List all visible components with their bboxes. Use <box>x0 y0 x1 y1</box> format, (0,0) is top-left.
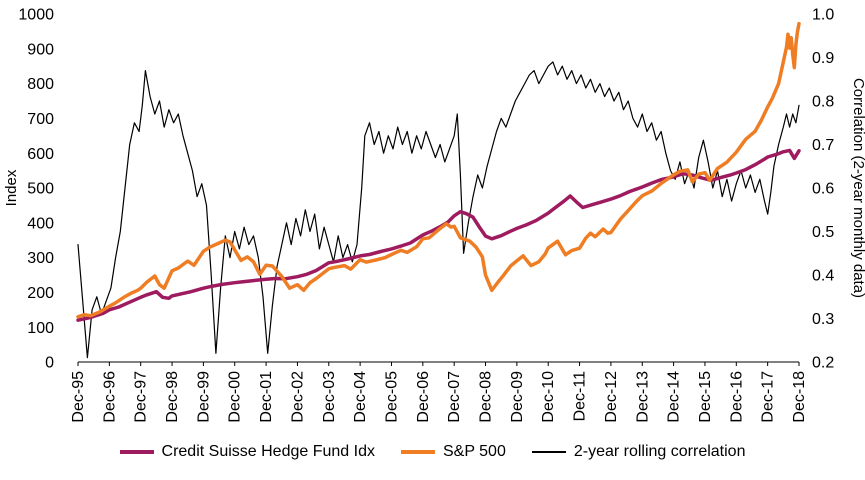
x-tick-label: Dec-96 <box>101 371 118 423</box>
y-left-tick-label: 500 <box>27 181 54 198</box>
x-tick-label: Dec-07 <box>446 371 463 423</box>
x-tick-label: Dec-18 <box>791 371 808 423</box>
x-tick-label: Dec-05 <box>383 371 400 423</box>
y-left-tick-label: 400 <box>27 215 54 232</box>
x-tick-label: Dec-97 <box>133 371 150 423</box>
y-left-tick-label: 0 <box>45 355 54 372</box>
plot-area: 0 100 200 300 400 500 600 700 800 900 1000 0.2 0.3 0.… <box>18 7 834 423</box>
x-tick-label: Dec-04 <box>352 371 369 423</box>
x-tick-label: Dec-02 <box>289 371 306 423</box>
x-tick-label: Dec-13 <box>634 371 651 423</box>
y-left-tick-label: 600 <box>27 146 54 163</box>
y-right-tick-label: 0.7 <box>812 137 834 154</box>
x-tick-label: Dec-16 <box>728 371 745 423</box>
legend-label-rolling-correlation: 2-year rolling correlation <box>573 443 746 460</box>
y-left-axis-title: Index <box>3 169 20 206</box>
y-left-tick-label: 700 <box>27 111 54 128</box>
x-tick-label: Dec-11 <box>572 371 589 421</box>
x-tick-label: Dec-01 <box>258 371 275 423</box>
x-tick-label: Dec-06 <box>415 371 432 423</box>
y-right-tick-label: 0.9 <box>812 50 834 67</box>
y-left-tick-label: 300 <box>27 250 54 267</box>
hedge-fund-line-swatch <box>119 450 154 454</box>
x-tick-label: Dec-08 <box>478 371 495 423</box>
y-right-tick-label: 0.2 <box>812 355 834 372</box>
y-left-tick-label: 1000 <box>18 7 54 24</box>
x-tick-label: Dec-15 <box>697 371 714 423</box>
series-line-1 <box>76 21 801 319</box>
legend-label-hedge-fund-idx: Credit Suisse Hedge Fund Idx <box>161 443 375 460</box>
y-right-tick-label: 0.5 <box>812 224 834 241</box>
y-right-tick-label: 0.8 <box>812 94 834 111</box>
x-tick-label: Dec-14 <box>666 371 683 423</box>
y-right-tick-label: 0.3 <box>812 311 834 328</box>
y-left-tick-label: 900 <box>27 41 54 58</box>
chart-legend: Credit Suisse Hedge Fund Idx S&P 500 2-y… <box>0 443 865 461</box>
x-tick-label: Dec-03 <box>321 371 338 423</box>
legend-item-sp500: S&P 500 <box>400 443 506 461</box>
sp500-line-swatch <box>400 450 435 454</box>
x-tick-label: Dec-98 <box>164 371 181 423</box>
x-tick-label: Dec-00 <box>227 371 244 423</box>
x-tick-label: Dec-17 <box>760 371 777 423</box>
rolling-correlation-line-swatch <box>531 451 566 453</box>
y-left-tick-label: 100 <box>27 320 54 337</box>
x-tick-label: Dec-10 <box>540 371 557 423</box>
y-right-tick-label: 1.0 <box>812 7 834 24</box>
legend-item-hedge-fund-idx: Credit Suisse Hedge Fund Idx <box>119 443 375 461</box>
x-tick-label: Dec-99 <box>195 371 212 423</box>
y-left-tick-label: 200 <box>27 285 54 302</box>
y-right-tick-label: 0.4 <box>812 268 834 285</box>
y-left-tick-label: 800 <box>27 76 54 93</box>
x-tick-label: Dec-12 <box>603 371 620 423</box>
legend-label-sp500: S&P 500 <box>442 443 506 460</box>
y-right-tick-label: 0.6 <box>812 181 834 198</box>
y-right-axis-title: Correlation (2-year monthly data) <box>850 78 865 298</box>
x-tick-label: Dec-09 <box>509 371 526 423</box>
legend-item-rolling-correlation: 2-year rolling correlation <box>531 443 746 461</box>
series-line-2 <box>77 61 800 359</box>
x-tick-label: Dec-95 <box>70 371 87 423</box>
